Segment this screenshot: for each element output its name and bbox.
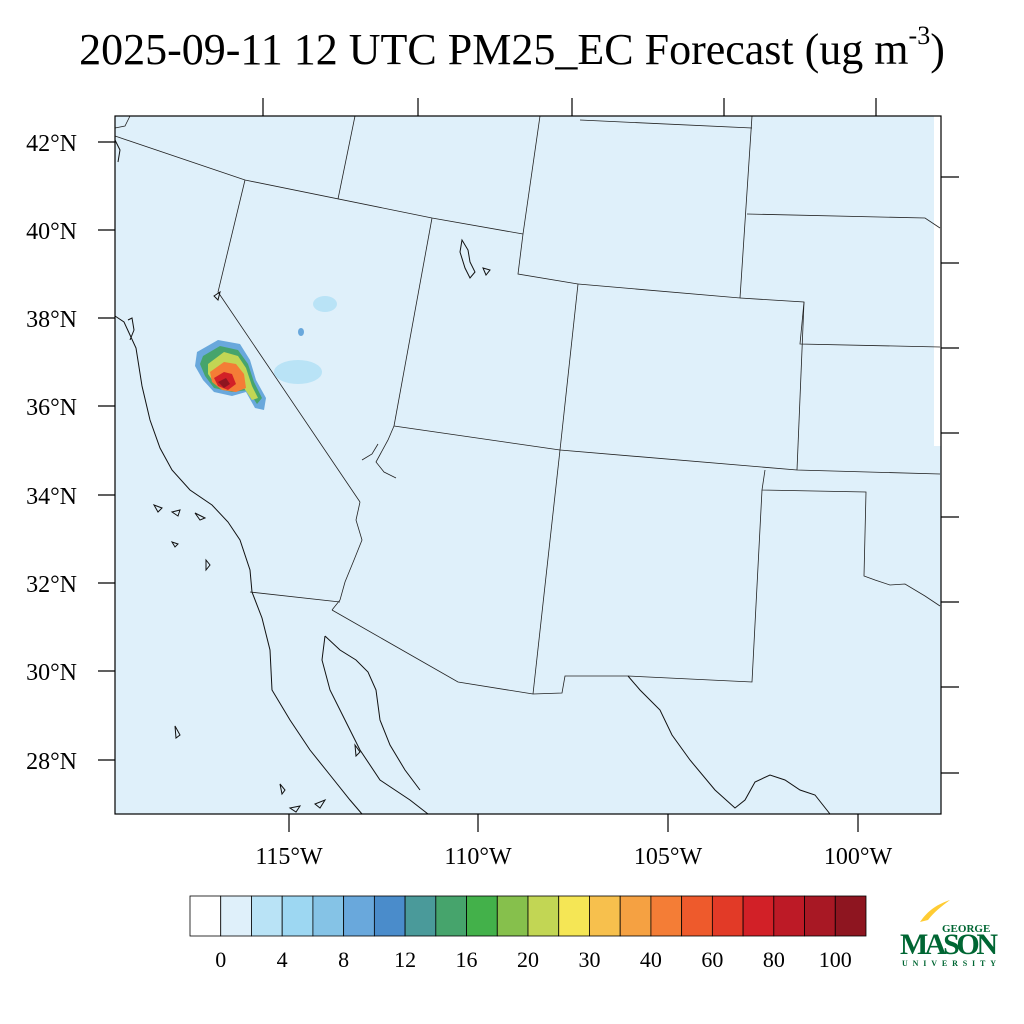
logo-line3: UNIVERSITY: [902, 959, 998, 968]
logo-line1: GEORGE: [942, 923, 990, 935]
islands-and-lakes: [152, 238, 491, 813]
colorbar-box: [804, 895, 836, 937]
colorbar-tick-label: 16: [456, 947, 478, 972]
lat-label: 30°N: [26, 660, 77, 686]
lon-label: 115°W: [255, 844, 323, 870]
colorbar-labels: 0 4 8 12 16 20 30 40 60 80 100: [215, 947, 852, 972]
colorbar-box: [711, 895, 744, 937]
colorbar-box: [312, 895, 345, 937]
colorbar-tick-label: 40: [640, 947, 662, 972]
map-right-strip: [934, 116, 941, 446]
colorbar-box: [527, 895, 560, 937]
colorbar-box: [220, 895, 252, 937]
colorbar-tick-label: 100: [819, 947, 852, 972]
colorbar-box: [773, 895, 805, 937]
lat-label: 32°N: [26, 572, 77, 598]
lat-label: 40°N: [26, 219, 77, 245]
colorbar-box: [589, 895, 621, 937]
state-boundaries: [114, 115, 941, 695]
haze-north: [313, 296, 337, 312]
colorbar-box: [466, 895, 498, 937]
lat-label: 36°N: [26, 395, 77, 421]
colorbar-tick-label: 60: [701, 947, 723, 972]
colorbar-box: [496, 895, 529, 937]
lon-label: 105°W: [634, 844, 703, 870]
map-background: [115, 116, 941, 814]
colorbar-tick-label: 4: [277, 947, 288, 972]
map-frame: [114, 115, 942, 815]
haze-east: [274, 360, 322, 384]
colorbar-box: [189, 895, 222, 937]
coastlines: [114, 139, 831, 815]
colorbar-box: [435, 895, 467, 937]
title-text: 2025-09-11 12 UTC PM25_EC Forecast (ug m: [79, 25, 909, 74]
logo-swoosh: [920, 900, 950, 922]
latitude-labels: 42°N 40°N 38°N 36°N 34°N 32°N 30°N 28°N: [26, 131, 77, 775]
colorbar-tick-label: 20: [517, 947, 539, 972]
title-closing: ): [930, 25, 945, 74]
haze-spot: [298, 328, 304, 336]
colorbar-box: [281, 895, 314, 937]
colorbar-box: [373, 895, 406, 937]
colorbar-tick-label: 80: [763, 947, 785, 972]
lat-label: 28°N: [26, 749, 77, 775]
map-ticks: [98, 98, 959, 832]
gmu-logo: GEORGE MASON UNIVERSITY: [900, 900, 998, 968]
lon-label: 110°W: [444, 844, 512, 870]
colorbar-tick-label: 30: [578, 947, 600, 972]
plume-core: [218, 378, 230, 388]
colorbar-tick-label: 12: [394, 947, 416, 972]
colorbar-tick-label: 0: [215, 947, 226, 972]
colorbar-box: [558, 895, 590, 937]
lat-label: 38°N: [26, 307, 77, 333]
lon-label: 100°W: [824, 844, 893, 870]
colorbar: [189, 895, 867, 937]
lat-label: 34°N: [26, 484, 77, 510]
map-title: 2025-09-11 12 UTC PM25_EC Forecast (ug m…: [0, 22, 1024, 78]
colorbar-tick-label: 8: [338, 947, 349, 972]
colorbar-box: [650, 895, 683, 937]
colorbar-box: [404, 895, 437, 937]
colorbar-box: [834, 895, 867, 937]
title-exponent: -3: [908, 21, 931, 50]
pm25-plume: [195, 296, 337, 410]
longitude-labels: 115°W 110°W 105°W 100°W: [255, 844, 892, 870]
colorbar-box: [742, 895, 775, 937]
colorbar-box: [343, 895, 375, 937]
colorbar-box: [619, 895, 652, 937]
colorbar-box: [681, 895, 713, 937]
colorbar-box: [251, 895, 283, 937]
lat-label: 42°N: [26, 131, 77, 157]
logo-line2: MASON: [900, 928, 998, 961]
